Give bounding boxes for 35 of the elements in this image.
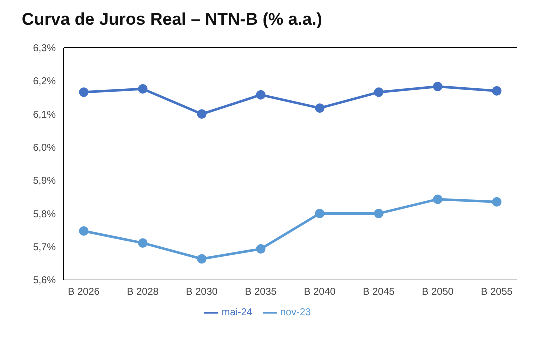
point <box>374 208 384 218</box>
point <box>79 88 89 98</box>
point <box>315 104 325 114</box>
point <box>492 197 502 207</box>
point <box>138 238 148 248</box>
point <box>197 110 207 120</box>
y-tick-label: 5,7% <box>33 242 56 254</box>
point <box>374 88 384 98</box>
point <box>138 84 148 94</box>
x-tick-label: B 2040 <box>304 287 336 298</box>
chart-title: Curva de Juros Real – NTN-B (% a.a.) <box>22 10 324 30</box>
point <box>79 226 89 236</box>
x-tick-label: B 2045 <box>363 287 396 298</box>
y-tick-label: 6,3% <box>33 44 56 55</box>
x-tick-label: B 2055 <box>481 287 514 298</box>
y-tick-label: 5,9% <box>33 176 56 188</box>
point <box>433 82 443 92</box>
point <box>256 244 266 254</box>
point <box>433 194 443 204</box>
x-tick-label: B 2028 <box>127 287 160 298</box>
y-tick-label: 6,1% <box>33 110 56 121</box>
point <box>492 86 502 96</box>
y-tick-label: 5,6% <box>33 276 56 287</box>
x-tick-label: B 2050 <box>422 287 454 298</box>
legend-label: mai-24 <box>222 308 252 319</box>
x-tick-label: B 2030 <box>186 287 218 298</box>
point <box>315 208 325 218</box>
y-tick-label: 6,2% <box>33 76 56 88</box>
legend-label: nov-23 <box>280 308 312 319</box>
y-tick-label: 5,8% <box>33 209 56 220</box>
y-tick-label: 6,0% <box>33 142 56 154</box>
x-tick-label: B 2035 <box>245 287 278 298</box>
x-tick-label: B 2026 <box>68 287 100 298</box>
point <box>256 90 266 100</box>
point <box>197 254 207 264</box>
